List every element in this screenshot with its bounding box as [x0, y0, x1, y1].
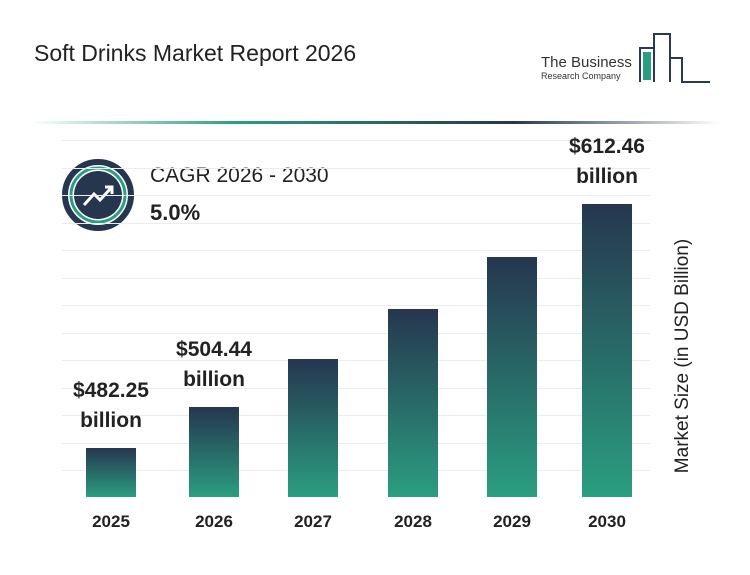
grid-line: [62, 222, 650, 224]
x-tick-label: 2028: [394, 512, 432, 531]
bar: [582, 204, 632, 497]
x-tick-label: 2025: [92, 512, 130, 531]
bar: [487, 257, 537, 497]
cagr-value: 5.0%: [150, 200, 201, 225]
grid-line: [62, 360, 650, 361]
grid-line: [62, 442, 650, 444]
value-label: $612.46 billion: [569, 135, 645, 188]
value-label: $482.25 billion: [73, 379, 149, 433]
grid-line: [62, 415, 650, 416]
grid-line: [62, 470, 650, 471]
y-axis-label: Market Size (in USD Billion): [672, 238, 693, 474]
logo-text: The Business: [541, 54, 632, 71]
grid-line: [62, 250, 650, 251]
grid-line: [62, 140, 650, 141]
x-tick-label: 2030: [588, 512, 626, 531]
value-label: $504.44 billion: [176, 337, 252, 391]
logo-icon: [639, 33, 710, 83]
bar: [388, 309, 438, 497]
grid-line: [62, 167, 650, 169]
grid-line: [62, 332, 650, 334]
x-tick-label: 2029: [493, 512, 531, 531]
grid-line: [62, 277, 650, 279]
x-tick-label: 2026: [195, 512, 233, 531]
bar: [189, 406, 239, 497]
grid-line: [62, 195, 650, 196]
divider: [30, 121, 720, 124]
grid-line: [62, 305, 650, 306]
chart-title: Soft Drinks Market Report 2026: [34, 40, 357, 66]
x-tick-label: 2027: [294, 512, 332, 531]
cagr-label: CAGR 2026 - 2030: [150, 164, 329, 187]
logo-subtext: Research Company: [541, 71, 621, 81]
bar: [86, 448, 136, 497]
grid-line: [62, 387, 650, 389]
bar: [288, 359, 338, 497]
